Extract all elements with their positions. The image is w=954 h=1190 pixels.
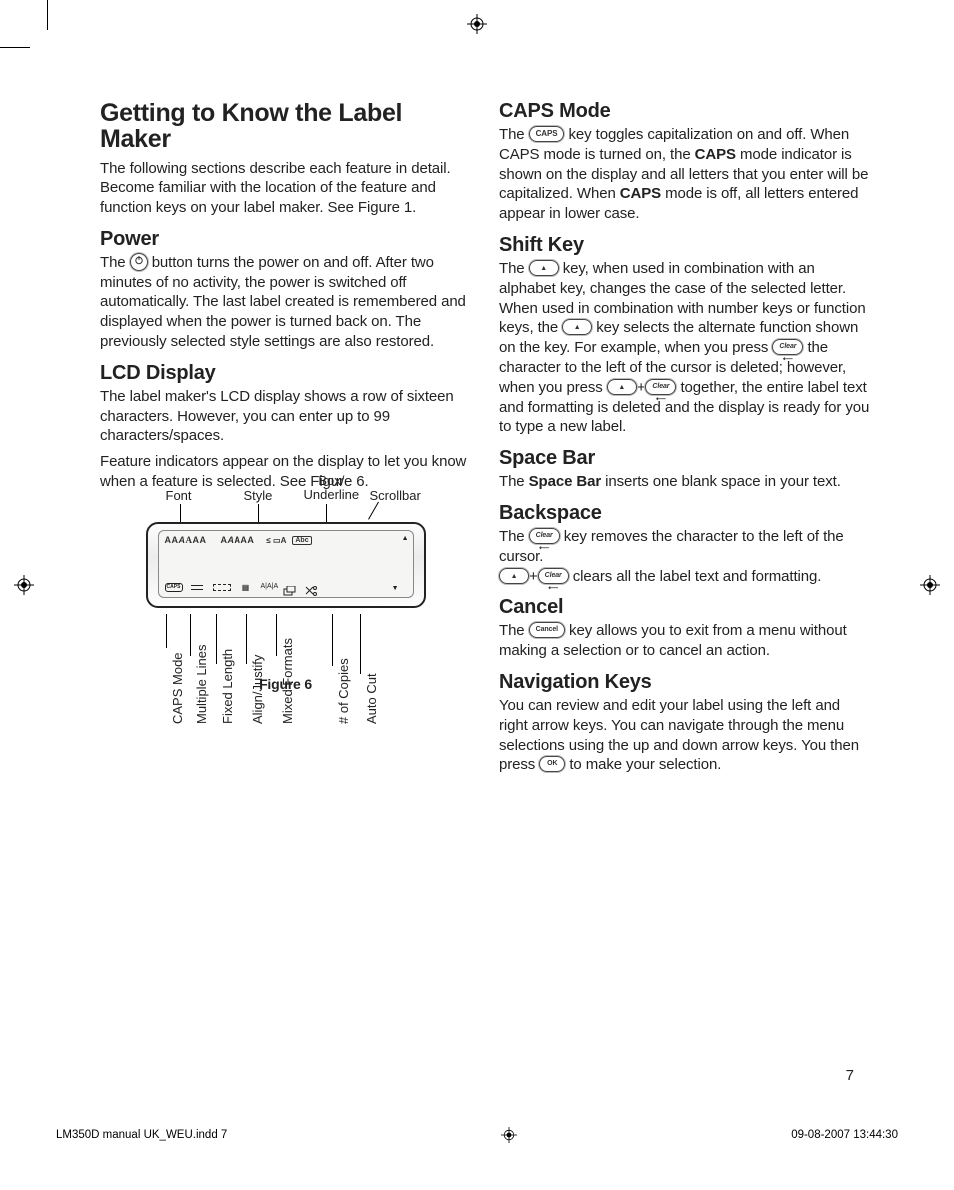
- registration-mark-top: [467, 14, 487, 34]
- shift-heading: Shift Key: [499, 234, 870, 257]
- registration-mark-left: [14, 575, 34, 595]
- lcd-abc-box: Abc: [292, 536, 311, 545]
- figure-bottom-callouts: CAPS Mode Multiple Lines Fixed Length Al…: [146, 614, 426, 734]
- page-number: 7: [846, 1067, 854, 1084]
- cancel-paragraph: The Cancel key allows you to exit from a…: [499, 621, 870, 661]
- power-paragraph: The button turns the power on and off. A…: [100, 253, 471, 352]
- footer-file: LM350D manual UK_WEU.indd 7: [56, 1129, 227, 1141]
- lcd-scroll-down-icon: ▼: [392, 585, 399, 592]
- nav-paragraph: You can review and edit your label using…: [499, 696, 870, 775]
- autocut-indicator-icon: [305, 583, 319, 592]
- lcd-bottom-indicators: CAPS ▦ A|A|A ▼: [165, 583, 403, 592]
- footer: LM350D manual UK_WEU.indd 7 09-08-2007 1…: [56, 1127, 898, 1143]
- registration-mark-right: [920, 575, 940, 595]
- callout-style: Style: [244, 488, 273, 503]
- lcd-heading: LCD Display: [100, 362, 471, 385]
- fixed-length-indicator-icon: [213, 584, 231, 591]
- ok-key-icon: OK: [539, 756, 565, 772]
- backspace-paragraph: The Clear⟵ key removes the character to …: [499, 527, 870, 586]
- lcd-scroll-up-icon: ▲: [402, 535, 409, 542]
- shift-key-icon-2: [562, 319, 592, 335]
- callout-fixed-length: Fixed Length: [220, 649, 235, 724]
- clear-key-icon-2: Clear⟵: [645, 379, 676, 395]
- page-content: Getting to Know the Label Maker The foll…: [100, 100, 870, 781]
- clear-key-icon: Clear⟵: [772, 339, 803, 355]
- caps-key-icon: CAPS: [529, 126, 565, 142]
- callout-copies: # of Copies: [336, 658, 351, 724]
- callout-font: Font: [166, 488, 192, 503]
- backspace-heading: Backspace: [499, 502, 870, 525]
- mixed-formats-indicator-icon: A|A|A: [261, 583, 275, 592]
- space-heading: Space Bar: [499, 447, 870, 470]
- clear-key-icon-3: Clear⟵: [529, 528, 560, 544]
- figure-6: Font Style Box/ Underline Scrollbar: [100, 522, 471, 692]
- callout-box: Box/ Underline: [304, 474, 360, 501]
- align-indicator-icon: ▦: [239, 583, 253, 592]
- caps-paragraph: The CAPS key toggles capitalization on a…: [499, 125, 870, 224]
- shift-paragraph: The key, when used in combination with a…: [499, 259, 870, 437]
- space-paragraph: The Space Bar inserts one blank space in…: [499, 472, 870, 492]
- footer-date: 09-08-2007 13:44:30: [791, 1129, 898, 1141]
- shift-key-icon-3: [607, 379, 637, 395]
- callout-align-justify: Align/Justify: [250, 654, 265, 723]
- lcd-style-row: AAAAA: [221, 535, 255, 546]
- shift-key-icon: [529, 260, 559, 276]
- right-column: CAPS Mode The CAPS key toggles capitaliz…: [499, 100, 870, 781]
- lcd-font-row: AAAAAA: [165, 535, 207, 545]
- callout-auto-cut: Auto Cut: [364, 673, 379, 724]
- shift-key-icon-4: [499, 568, 529, 584]
- left-column: Getting to Know the Label Maker The foll…: [100, 100, 471, 781]
- lcd-screen: AAAAAA AAAAA ≤ ▭A Abc ▲ CAPS: [146, 522, 426, 608]
- lcd-p1: The label maker's LCD display shows a ro…: [100, 387, 471, 446]
- copies-indicator-icon: [283, 583, 297, 592]
- caps-indicator-icon: CAPS: [165, 583, 183, 592]
- main-heading: Getting to Know the Label Maker: [100, 100, 471, 153]
- callout-caps-mode: CAPS Mode: [170, 652, 185, 724]
- nav-heading: Navigation Keys: [499, 671, 870, 694]
- lcd-box-icons: ≤ ▭A: [266, 536, 286, 545]
- callout-multiple-lines: Multiple Lines: [194, 644, 209, 724]
- clear-key-icon-4: Clear⟵: [538, 568, 569, 584]
- callout-mixed-formats: Mixed Formats: [280, 638, 295, 724]
- lcd-p2: Feature indicators appear on the display…: [100, 452, 471, 492]
- power-heading: Power: [100, 228, 471, 251]
- registration-mark-bottom: [501, 1127, 517, 1143]
- intro-paragraph: The following sections describe each fea…: [100, 159, 471, 218]
- power-icon: [130, 253, 148, 271]
- multiline-indicator-icon: [191, 583, 205, 592]
- cancel-heading: Cancel: [499, 596, 870, 619]
- caps-heading: CAPS Mode: [499, 100, 870, 123]
- cancel-key-icon: Cancel: [529, 622, 565, 638]
